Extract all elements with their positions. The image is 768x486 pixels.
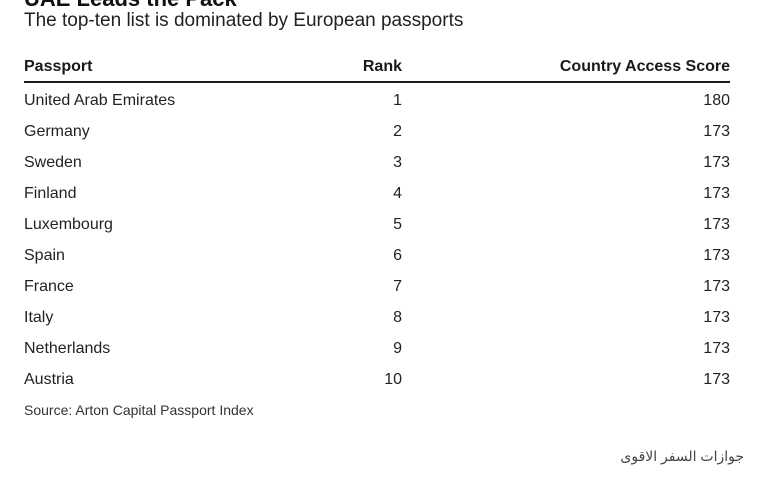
cell-rank: 6 — [393, 246, 402, 264]
table-row: United Arab Emirates 1 180 — [24, 85, 730, 116]
cell-score: 173 — [703, 246, 730, 264]
table-row: Luxembourg 5 173 — [24, 209, 730, 240]
cell-passport: Italy — [24, 308, 54, 326]
passport-table: Passport Rank Country Access Score Unite… — [24, 50, 730, 395]
cell-rank: 4 — [393, 184, 402, 202]
table-row: Finland 4 173 — [24, 178, 730, 209]
column-header-passport: Passport — [24, 58, 93, 75]
cell-passport: United Arab Emirates — [24, 91, 176, 109]
column-header-score: Country Access Score — [559, 58, 730, 75]
cell-rank: 3 — [393, 153, 402, 171]
cell-passport: France — [24, 277, 74, 295]
cell-score: 180 — [703, 91, 730, 109]
cell-passport: Austria — [24, 370, 74, 388]
table-row: France 7 173 — [24, 271, 730, 302]
source-note: Source: Arton Capital Passport Index — [24, 402, 254, 418]
cell-rank: 7 — [393, 277, 402, 295]
table-header-row: Passport Rank Country Access Score — [24, 50, 730, 83]
chart-subtitle: The top-ten list is dominated by Europea… — [24, 10, 464, 31]
cell-rank: 8 — [393, 308, 402, 326]
cell-score: 173 — [703, 370, 730, 388]
table-row: Italy 8 173 — [24, 302, 730, 333]
cell-score: 173 — [703, 153, 730, 171]
cell-rank: 2 — [393, 122, 402, 140]
cell-passport: Germany — [24, 122, 90, 140]
cell-rank: 5 — [393, 215, 402, 233]
cell-rank: 9 — [393, 339, 402, 357]
table-row: Netherlands 9 173 — [24, 333, 730, 364]
table-row: Austria 10 173 — [24, 364, 730, 395]
cell-passport: Netherlands — [24, 339, 111, 357]
cell-passport: Luxembourg — [24, 215, 113, 233]
column-header-rank: Rank — [362, 58, 402, 75]
watermark-text: جوازات السفر الاقوى — [620, 448, 744, 464]
cell-passport: Sweden — [24, 153, 82, 171]
table-row: Spain 6 173 — [24, 240, 730, 271]
chart-title: UAE Leads the Pack — [24, 0, 237, 12]
cell-passport: Spain — [24, 246, 65, 264]
cell-score: 173 — [703, 215, 730, 233]
table-row: Germany 2 173 — [24, 116, 730, 147]
cell-rank: 10 — [384, 370, 402, 388]
table-row: Sweden 3 173 — [24, 147, 730, 178]
cell-score: 173 — [703, 122, 730, 140]
cell-rank: 1 — [393, 91, 402, 109]
table-body: United Arab Emirates 1 180 Germany 2 173 Swede… — [24, 85, 730, 395]
cell-score: 173 — [703, 339, 730, 357]
cell-score: 173 — [703, 308, 730, 326]
cell-score: 173 — [703, 277, 730, 295]
cell-passport: Finland — [24, 184, 77, 202]
cell-score: 173 — [703, 184, 730, 202]
